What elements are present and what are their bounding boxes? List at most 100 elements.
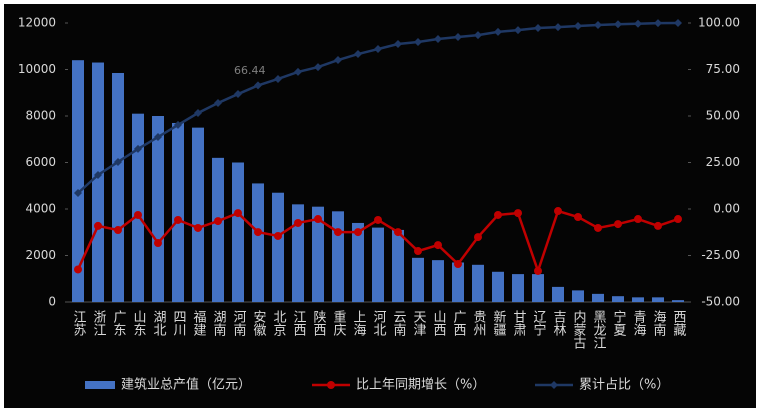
x-tick-label: 贵州 (471, 310, 487, 336)
marker (334, 56, 342, 65)
marker (214, 98, 222, 107)
marker (494, 210, 502, 219)
y2-tick-label: 50.00 (706, 109, 740, 123)
y-tick-label: 6000 (25, 155, 56, 169)
y-tick-label: 0 (48, 295, 56, 309)
marker (174, 120, 182, 129)
marker (474, 31, 482, 40)
x-tick-label: 黑龙江 (591, 310, 607, 349)
bar (332, 211, 344, 302)
marker (654, 221, 662, 230)
bar (352, 222, 364, 302)
marker (414, 247, 422, 256)
y2-tick-label: -25.00 (701, 248, 740, 262)
marker (394, 228, 402, 237)
x-tick-label: 新疆 (491, 309, 507, 336)
legend-marker (327, 381, 335, 389)
marker (394, 40, 402, 49)
bar (592, 293, 604, 302)
bar (452, 262, 464, 302)
bar (632, 297, 644, 302)
marker (334, 228, 342, 237)
bar (672, 300, 684, 302)
chart-background (4, 4, 756, 408)
y2-tick-label: 75.00 (706, 62, 740, 76)
marker (314, 63, 322, 72)
x-tick-label: 山东 (131, 310, 147, 336)
x-tick-label: 西藏 (671, 310, 687, 336)
legend-label: 累计占比（%） (579, 378, 669, 393)
x-tick-label: 山西 (431, 310, 447, 336)
bar (312, 206, 324, 302)
marker (454, 260, 462, 269)
marker (154, 133, 162, 142)
marker (614, 20, 622, 29)
y-tick-label: 10000 (18, 62, 56, 76)
bar (92, 62, 104, 303)
marker (414, 37, 422, 46)
bar (412, 257, 424, 302)
y-tick-label: 4000 (25, 202, 56, 216)
bar (552, 286, 564, 302)
marker (94, 221, 102, 230)
marker (374, 215, 382, 224)
x-tick-label: 陕西 (311, 310, 327, 336)
marker (154, 239, 162, 248)
bar (232, 162, 244, 302)
x-tick-label: 河南 (231, 310, 247, 336)
x-tick-label: 湖南 (211, 310, 227, 336)
x-tick-label: 吉林 (551, 310, 567, 336)
bar (492, 271, 504, 302)
marker (354, 50, 362, 59)
marker (234, 209, 242, 218)
x-tick-label: 浙江 (91, 310, 107, 336)
marker (234, 90, 242, 99)
bar (572, 290, 584, 302)
marker (74, 189, 82, 198)
x-tick-label: 宁夏 (611, 309, 627, 336)
marker (254, 81, 262, 90)
marker (614, 220, 622, 229)
x-tick-label: 河北 (371, 310, 387, 337)
bar (532, 274, 544, 302)
bar (512, 274, 524, 302)
y-tick-label: 12000 (18, 16, 56, 30)
marker (494, 27, 502, 36)
marker (274, 74, 282, 83)
bar (252, 183, 264, 302)
legend-swatch (85, 381, 115, 389)
x-tick-label: 青海 (631, 310, 647, 336)
bar (132, 113, 144, 302)
bar (392, 229, 404, 302)
legend-marker (550, 381, 558, 389)
marker (634, 19, 642, 28)
marker (354, 228, 362, 237)
x-tick-label: 重庆 (331, 309, 347, 336)
bar (212, 157, 224, 302)
x-tick-label: 辽宁 (531, 310, 547, 336)
bar (192, 127, 204, 302)
marker (534, 24, 542, 33)
marker (374, 45, 382, 54)
x-tick-label: 天津 (411, 310, 427, 336)
bar (432, 260, 444, 302)
marker (594, 21, 602, 30)
bar (472, 264, 484, 302)
x-tick-label: 广东 (111, 310, 127, 336)
marker (454, 32, 462, 41)
bar (612, 296, 624, 302)
bar (112, 72, 124, 302)
legend-label: 建筑业总产值（亿元） (121, 377, 251, 393)
marker (674, 215, 682, 224)
x-tick-label: 北京 (271, 310, 287, 336)
marker (214, 217, 222, 226)
x-tick-label: 云南 (391, 310, 407, 336)
marker (314, 215, 322, 224)
marker (554, 207, 562, 216)
x-tick-label: 海南 (651, 310, 667, 336)
y2-tick-label: 25.00 (706, 155, 740, 169)
y2-tick-label: 100.00 (698, 16, 740, 30)
bar (72, 60, 84, 303)
x-tick-label: 江苏 (71, 310, 87, 336)
data-label: 66.44 (234, 64, 266, 77)
